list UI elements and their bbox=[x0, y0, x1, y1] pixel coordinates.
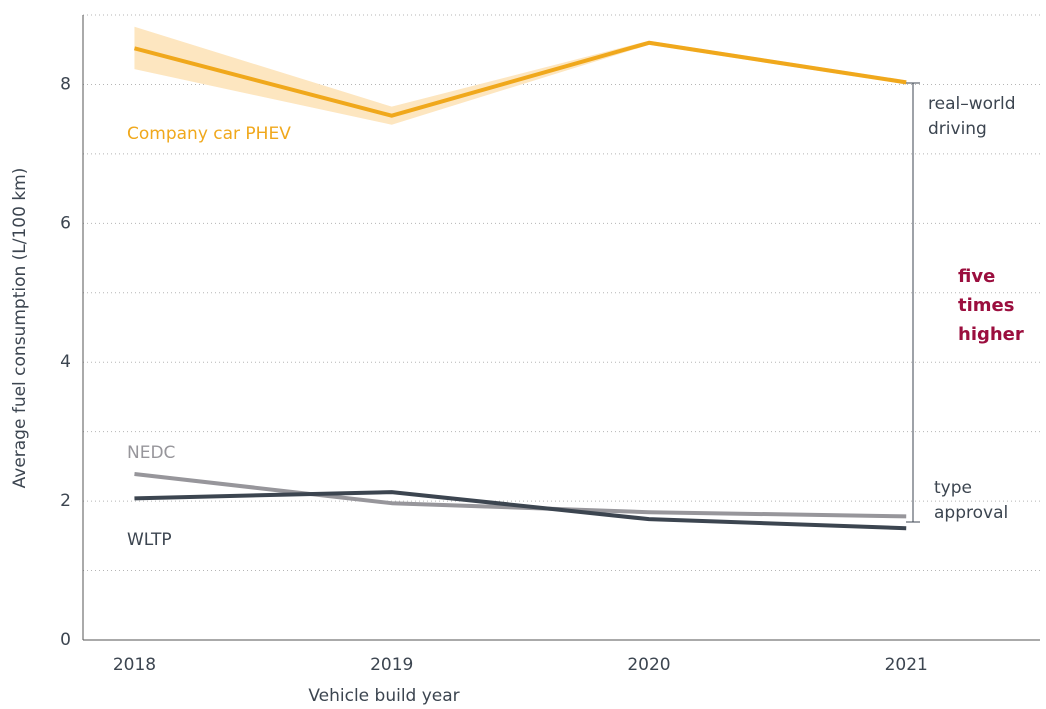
annotation: real–world bbox=[928, 94, 1016, 114]
annotation: driving bbox=[928, 119, 987, 139]
y-tick-label: 8 bbox=[60, 74, 71, 94]
series-line bbox=[134, 490, 907, 531]
y-tick-label: 2 bbox=[60, 491, 71, 511]
band bbox=[134, 26, 907, 125]
annotation: type bbox=[934, 478, 972, 498]
y-axis-label: Average fuel consumption (L/100 km) bbox=[10, 168, 30, 489]
x-tick-label: 2018 bbox=[113, 655, 156, 675]
y-tick-label: 6 bbox=[60, 213, 71, 233]
x-tick-label: 2021 bbox=[885, 655, 928, 675]
x-tick-label: 2019 bbox=[370, 655, 413, 675]
annotation: five bbox=[958, 266, 995, 287]
x-axis-label: Vehicle build year bbox=[308, 686, 459, 706]
y-tick-label: 4 bbox=[60, 352, 71, 372]
annotation: approval bbox=[934, 503, 1008, 523]
annotation: higher bbox=[958, 324, 1024, 345]
series-label: Company car PHEV bbox=[127, 124, 291, 144]
series-line bbox=[134, 472, 907, 519]
y-tick-label: 0 bbox=[60, 630, 71, 650]
series-label: NEDC bbox=[127, 443, 175, 463]
annotation: times bbox=[958, 295, 1014, 316]
series-line bbox=[133, 40, 907, 118]
x-tick-label: 2020 bbox=[627, 655, 670, 675]
series-label: WLTP bbox=[127, 530, 172, 550]
